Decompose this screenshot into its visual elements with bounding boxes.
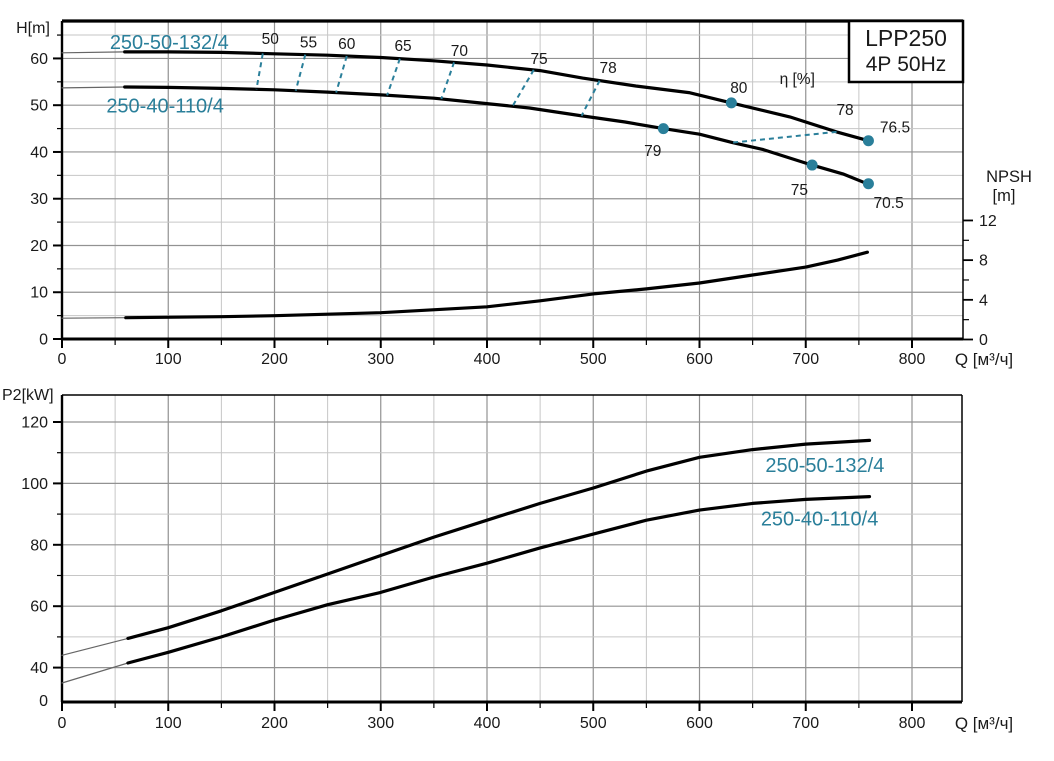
x-tick-label: 100 xyxy=(155,351,182,368)
iso-efficiency-line-55 xyxy=(294,54,307,91)
y-tick-label: 40 xyxy=(30,144,48,161)
y2-axis-title-units: [m] xyxy=(993,187,1016,205)
y-tick-label: 50 xyxy=(30,98,48,115)
efficiency-label: 55 xyxy=(300,35,317,52)
x-tick-label: 200 xyxy=(261,715,288,732)
curve-lead-in-head_upper xyxy=(61,51,126,54)
curve-power_upper xyxy=(126,438,872,640)
efficiency-annotation: 70.5 xyxy=(874,195,904,212)
y-axis-title: H[m] xyxy=(16,20,50,37)
y2-tick-label: 8 xyxy=(979,253,988,270)
curve-head_upper xyxy=(123,50,870,143)
efficiency-annotation: 75 xyxy=(791,182,808,199)
x-tick-label: 400 xyxy=(474,351,501,368)
efficiency-point-marker xyxy=(862,135,874,147)
curve-lead-in-power_upper xyxy=(61,637,129,656)
x-tick-label: 200 xyxy=(261,351,288,368)
efficiency-annotation: 76.5 xyxy=(880,120,910,137)
eta-axis-label: η [%] xyxy=(780,71,815,88)
efficiency-annotation: 79 xyxy=(644,143,661,160)
efficiency-label: 50 xyxy=(262,31,280,48)
iso-efficiency-line-75 xyxy=(511,69,535,107)
efficiency-point-marker xyxy=(725,97,737,109)
y-tick-label: 80 xyxy=(30,537,48,554)
curve-label-head_upper: 250-50-132/4 xyxy=(110,32,229,54)
x-tick-label: 300 xyxy=(367,351,394,368)
curve-label-power_upper: 250-50-132/4 xyxy=(765,455,884,477)
y-zero-label: 0 xyxy=(39,693,48,710)
x-tick-label: 500 xyxy=(580,351,607,368)
y2-tick-label: 12 xyxy=(979,213,997,230)
curve-power_lower xyxy=(126,495,872,665)
iso-efficiency-line-70 xyxy=(440,62,456,100)
y2-tick-label: 4 xyxy=(979,292,988,309)
curve-lead-in-power_lower xyxy=(61,662,129,684)
curve-lead-in-head_lower xyxy=(61,86,126,89)
y2-tick-label: 0 xyxy=(979,332,988,349)
x-tick-label: 800 xyxy=(899,351,926,368)
curve-label-head_lower: 250-40-110/4 xyxy=(106,96,224,118)
iso-efficiency-line-78 xyxy=(580,80,601,117)
x-tick-label: 500 xyxy=(580,715,607,732)
efficiency-point-marker xyxy=(657,123,669,135)
curve-npsh xyxy=(124,250,869,320)
efficiency-label: 75 xyxy=(530,51,547,68)
y-tick-label: 100 xyxy=(21,476,48,493)
model-title: LPP250 xyxy=(865,25,947,51)
x-tick-label: 600 xyxy=(686,351,713,368)
efficiency-point-marker xyxy=(806,159,818,171)
y-tick-label: 0 xyxy=(39,332,48,349)
efficiency-annotation: 78 xyxy=(836,102,853,119)
curve-head_lower xyxy=(123,85,869,186)
x-tick-label: 300 xyxy=(367,715,394,732)
y2-axis-title: NPSH xyxy=(986,168,1032,186)
curve-lead-in-npsh xyxy=(61,317,127,319)
iso-efficiency-line-60 xyxy=(335,55,348,93)
y-tick-label: 60 xyxy=(30,599,48,616)
x-tick-label: 600 xyxy=(686,715,713,732)
curve-label-power_lower: 250-40-110/4 xyxy=(761,508,879,530)
efficiency-label: 70 xyxy=(451,43,469,60)
x-tick-label: 0 xyxy=(58,715,67,732)
x-tick-label: 700 xyxy=(792,351,819,368)
model-title-box xyxy=(847,19,965,84)
iso-efficiency-line-65 xyxy=(386,58,401,96)
efficiency-label: 78 xyxy=(600,60,617,77)
x-tick-label: 0 xyxy=(58,351,67,368)
x-tick-label: 800 xyxy=(899,715,926,732)
efficiency-label: 60 xyxy=(338,36,356,53)
x-tick-label: 100 xyxy=(155,715,182,732)
x-tick-label: 700 xyxy=(792,715,819,732)
model-subtitle: 4P 50Hz xyxy=(866,53,947,76)
y-tick-label: 60 xyxy=(30,51,48,68)
y-tick-label: 30 xyxy=(30,191,48,208)
efficiency-label: 65 xyxy=(394,38,411,55)
iso-efficiency-line-50 xyxy=(255,53,264,90)
efficiency-annotation: 80 xyxy=(730,80,748,97)
x-tick-label: 400 xyxy=(474,715,501,732)
y-axis-title: P2[kW] xyxy=(2,387,54,404)
y-tick-label: 40 xyxy=(30,660,48,677)
y-tick-label: 20 xyxy=(30,238,48,255)
x-axis-title: Q [м³/ч] xyxy=(955,714,1013,733)
iso-efficiency-line-78 xyxy=(732,130,837,144)
efficiency-point-marker xyxy=(862,178,874,190)
x-axis-title: Q [м³/ч] xyxy=(955,350,1013,369)
y-tick-label: 120 xyxy=(21,415,48,432)
y-tick-label: 10 xyxy=(30,285,48,302)
